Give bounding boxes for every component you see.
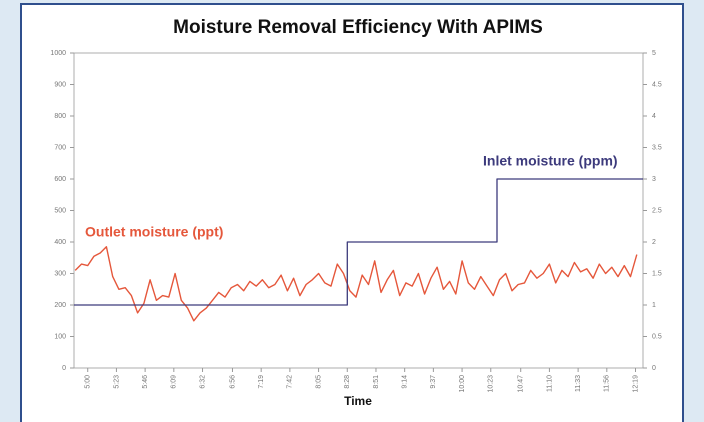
- y2-tick-label: 3.5: [652, 144, 662, 151]
- y-tick-label: 500: [54, 207, 66, 214]
- x-tick-label: 7:42: [287, 375, 294, 389]
- x-tick-label: 11:56: [604, 375, 611, 392]
- series-label: Outlet moisture (ppt): [85, 224, 223, 240]
- chart-title: Moisture Removal Efficiency With APIMS: [173, 17, 543, 38]
- x-tick-label: 11:10: [546, 375, 553, 392]
- x-tick-label: 10:00: [459, 375, 466, 393]
- y2-tick-label: 2.5: [652, 207, 662, 214]
- series-label: Inlet moisture (ppm): [483, 153, 618, 169]
- y-tick-label: 0: [62, 365, 66, 372]
- y2-tick-label: 3: [652, 176, 656, 183]
- x-tick-label: 10:23: [488, 375, 495, 393]
- y2-tick-label: 4.5: [652, 81, 662, 88]
- x-tick-label: 6:56: [229, 375, 236, 389]
- x-tick-label: 5:00: [85, 375, 92, 389]
- x-tick-label: 6:09: [171, 375, 178, 389]
- x-tick-label: 12:19: [632, 375, 639, 393]
- y2-tick-label: 0: [652, 365, 656, 372]
- x-tick-label: 9:14: [402, 375, 409, 389]
- y-tick-label: 900: [54, 81, 66, 88]
- y2-tick-label: 1: [652, 302, 656, 309]
- panel: [20, 3, 684, 422]
- x-tick-label: 5:23: [113, 375, 120, 389]
- y-tick-label: 300: [54, 270, 66, 277]
- y-tick-label: 700: [54, 144, 66, 151]
- y2-tick-label: 2: [652, 239, 656, 246]
- y-tick-label: 100: [54, 333, 66, 340]
- series-line: [74, 246, 638, 322]
- x-tick-label: 8:05: [315, 375, 322, 389]
- x-tick-label: 8:51: [373, 375, 380, 389]
- series-line: [74, 178, 643, 306]
- x-tick-label: 11:33: [575, 375, 582, 392]
- x-tick-label: 7:19: [258, 375, 265, 389]
- x-tick-label: 10:47: [518, 375, 525, 393]
- y-tick-label: 800: [54, 113, 66, 120]
- x-axis-label: Time: [344, 394, 372, 408]
- y2-tick-label: 1.5: [652, 270, 662, 277]
- y2-tick-label: 4: [652, 113, 656, 120]
- y-tick-label: 200: [54, 302, 66, 309]
- y2-tick-label: 5: [652, 50, 656, 57]
- y-tick-label: 400: [54, 239, 66, 246]
- y-tick-label: 1000: [50, 50, 66, 57]
- y2-tick-label: 0.5: [652, 333, 662, 340]
- x-tick-label: 8:28: [344, 375, 351, 389]
- x-tick-label: 5:46: [142, 375, 149, 389]
- y-tick-label: 600: [54, 176, 66, 183]
- x-tick-label: 6:32: [199, 375, 206, 389]
- x-tick-label: 9:37: [430, 375, 437, 389]
